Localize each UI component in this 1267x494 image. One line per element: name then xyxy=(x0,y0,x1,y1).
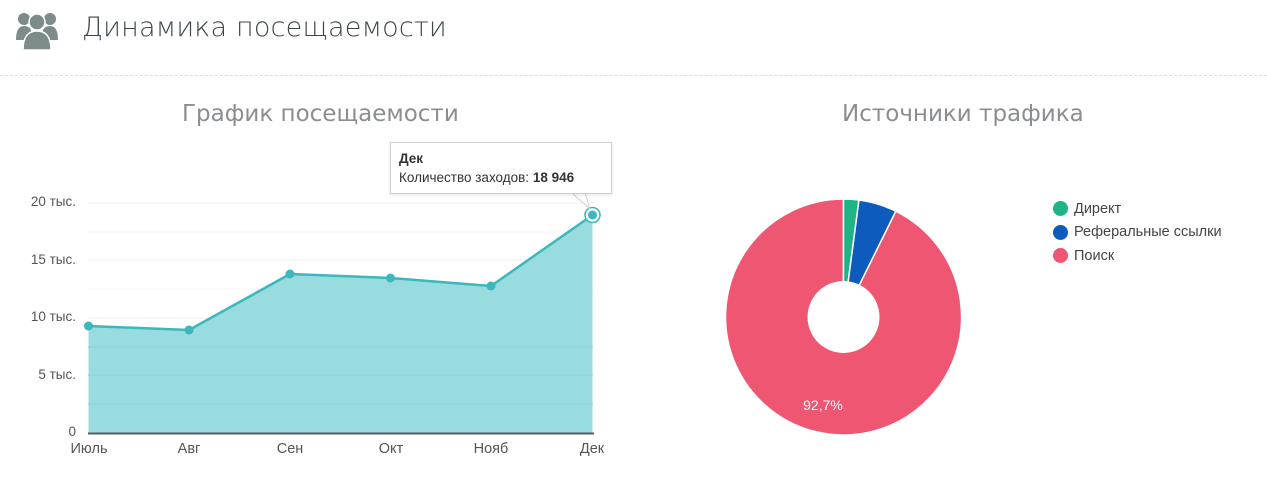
area-inner-gridlines xyxy=(88,346,593,405)
area-chart-plot[interactable] xyxy=(0,0,640,494)
y-tick-15k: 15 тыс. xyxy=(30,252,76,267)
slice-search-label: 92,7% xyxy=(803,397,843,413)
point-oct[interactable] xyxy=(386,273,395,283)
point-sep[interactable] xyxy=(285,269,295,279)
page-title: Динамика посещаемости xyxy=(82,12,447,43)
pie-chart-title: Источники трафика xyxy=(842,101,1084,127)
x-tick-aug: Авг xyxy=(177,441,201,457)
tooltip-label: Количество заходов: xyxy=(399,170,533,185)
header-divider xyxy=(0,75,1267,76)
legend-dot-search-icon xyxy=(1053,248,1068,264)
area-fill xyxy=(88,215,593,433)
point-aug[interactable] xyxy=(184,325,194,335)
legend-item-referral[interactable]: Реферальные ссылки xyxy=(1053,221,1222,245)
page-header: Динамика посещаемости xyxy=(0,0,1267,76)
x-tick-jul: Июль xyxy=(70,441,108,457)
legend-item-search[interactable]: Поиск xyxy=(1053,244,1222,268)
line-chart-title: График посещаемости xyxy=(182,101,459,127)
y-tick-20k: 20 тыс. xyxy=(30,194,76,209)
donut-hole xyxy=(807,281,880,353)
y-tick-10k: 10 тыс. xyxy=(30,309,76,324)
chart-tooltip: Дек Количество заходов: 18 946 xyxy=(390,142,612,194)
x-tick-nov: Нояб xyxy=(473,441,509,457)
y-tick-0: 0 xyxy=(68,424,76,439)
point-dec[interactable] xyxy=(588,210,597,220)
legend-label-direct: Директ xyxy=(1074,200,1122,217)
legend-label-referral: Реферальные ссылки xyxy=(1074,224,1222,241)
series-line xyxy=(88,213,594,332)
pie-legend: Директ Реферальные ссылки Поиск xyxy=(1053,197,1222,268)
users-group-icon xyxy=(16,13,58,50)
tooltip-category: Дек xyxy=(399,151,424,166)
tooltip-pointer xyxy=(570,192,592,211)
point-jul[interactable] xyxy=(84,321,93,331)
point-nov[interactable] xyxy=(486,281,496,291)
data-points xyxy=(84,206,601,335)
legend-label-search: Поиск xyxy=(1074,247,1115,264)
x-tick-dec: Дек xyxy=(579,441,605,457)
legend-dot-direct-icon xyxy=(1053,201,1068,217)
legend-item-direct[interactable]: Директ xyxy=(1053,197,1222,221)
donut-chart: 92,7% xyxy=(724,198,963,436)
x-tick-sep: Сен xyxy=(276,441,304,457)
tooltip-row: Количество заходов: 18 946 xyxy=(399,170,611,185)
x-tick-oct: Окт xyxy=(378,441,404,457)
y-tick-5k: 5 тыс. xyxy=(38,367,76,382)
legend-dot-referral-icon xyxy=(1053,224,1068,240)
tooltip-value: 18 946 xyxy=(532,170,575,185)
